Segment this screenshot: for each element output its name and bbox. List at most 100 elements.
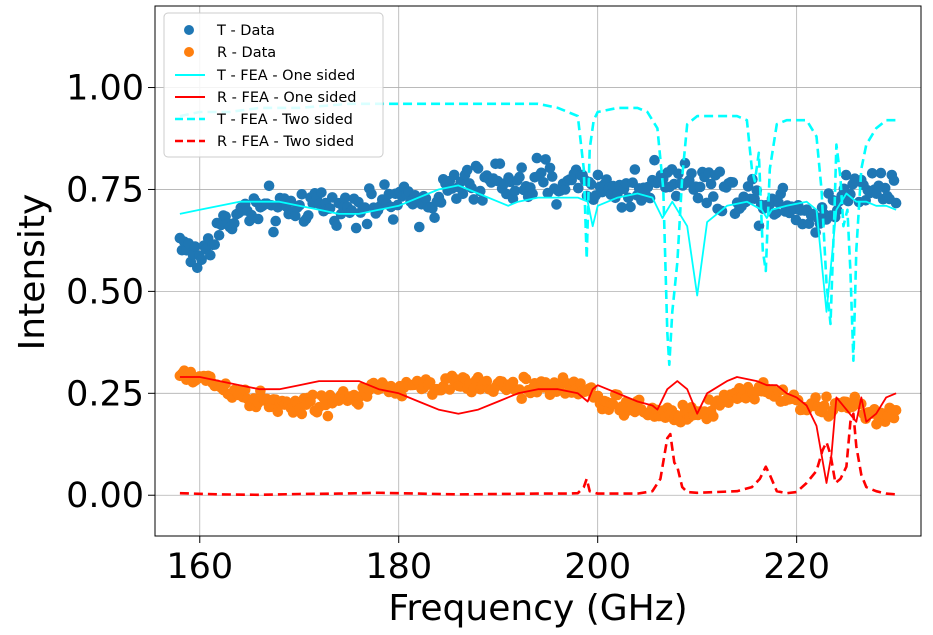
series-t-data — [174, 152, 902, 274]
y-tick-label: 0.50 — [66, 272, 144, 312]
data-point — [229, 217, 240, 229]
x-tick-label: 160 — [166, 547, 233, 587]
legend-label-r-fea-one-sided: R - FEA - One sided — [217, 90, 356, 106]
data-point — [252, 213, 264, 225]
series-r-fea-two-sided-line — [179, 412, 897, 497]
data-point — [727, 177, 739, 188]
data-point — [296, 408, 308, 420]
data-point — [520, 373, 532, 385]
legend-label-t-fea-two-sided: T - FEA - Two sided — [216, 112, 353, 128]
data-point — [481, 375, 493, 387]
data-point — [670, 190, 682, 202]
data-point — [189, 241, 201, 252]
data-point — [213, 230, 225, 241]
data-point — [708, 191, 719, 202]
x-tick-label: 220 — [763, 547, 830, 587]
data-point — [890, 405, 902, 416]
data-point — [303, 210, 314, 221]
data-point — [692, 192, 704, 204]
data-point — [819, 400, 830, 412]
data-point — [810, 392, 821, 403]
data-point — [366, 188, 377, 200]
data-point — [322, 410, 334, 422]
data-point — [890, 197, 902, 209]
data-point — [457, 188, 469, 200]
data-point — [845, 188, 856, 200]
series-r-fea-one-sided-line — [179, 376, 897, 484]
data-point — [888, 175, 900, 186]
data-point — [705, 178, 717, 190]
data-point — [551, 199, 562, 210]
plot-frame — [154, 5, 922, 537]
data-point — [573, 182, 584, 194]
data-point — [527, 188, 538, 200]
data-point — [290, 210, 301, 222]
series-t-fea-two-sided-line — [179, 102, 897, 367]
data-point — [803, 218, 815, 229]
data-point — [531, 152, 543, 164]
data-point — [536, 167, 547, 179]
data-point — [771, 207, 782, 219]
data-point — [350, 222, 362, 234]
data-point — [468, 194, 480, 205]
data-point — [686, 168, 697, 179]
data-point — [821, 391, 832, 403]
series-t-fea-one-sided-line — [179, 184, 897, 313]
data-point — [387, 214, 399, 225]
data-point — [461, 164, 473, 176]
data-point — [540, 154, 551, 165]
data-point — [196, 254, 207, 266]
y-tick-label: 0.75 — [66, 170, 144, 210]
data-point — [714, 166, 726, 178]
data-point — [494, 158, 506, 169]
legend-label-r-fea-two-sided: R - FEA - Two sided — [217, 134, 354, 150]
data-point — [879, 182, 891, 194]
data-point — [392, 199, 403, 211]
data-point — [429, 212, 440, 223]
data-point — [601, 174, 612, 185]
x-tick-label: 180 — [365, 547, 432, 587]
data-point — [749, 394, 760, 405]
data-point — [514, 171, 525, 183]
x-tick-label: 200 — [564, 547, 631, 587]
legend-label-t-fea-one-sided: T - FEA - One sided — [216, 68, 355, 84]
data-point — [444, 384, 456, 395]
data-point — [472, 163, 484, 174]
data-point — [875, 167, 887, 179]
data-point — [448, 169, 460, 181]
data-point — [516, 393, 527, 405]
data-point — [331, 220, 342, 231]
data-point — [307, 389, 319, 401]
data-point — [192, 262, 203, 274]
data-point — [296, 189, 308, 200]
legend-marker-t-data — [184, 25, 194, 35]
y-axis-label: Intensity — [12, 194, 53, 351]
data-point — [209, 239, 220, 250]
y-tick-label: 0.25 — [66, 374, 144, 414]
axis-ticks: 160 180 200 220 0.00 0.25 0.50 0.75 1.00 — [66, 69, 830, 587]
data-point — [749, 193, 760, 204]
data-point — [559, 184, 571, 195]
data-point — [205, 249, 216, 261]
data-point — [723, 397, 734, 409]
legend-marker-r-data — [184, 47, 194, 57]
data-point — [708, 411, 719, 422]
data-point — [866, 168, 878, 179]
data-point — [673, 168, 684, 180]
x-axis-label: Frequency (GHz) — [388, 588, 687, 629]
legend: T - Data R - Data T - FEA - One sided R … — [163, 12, 384, 158]
legend-label-t-data: T - Data — [216, 23, 275, 39]
data-point — [516, 162, 527, 173]
data-point — [263, 180, 275, 192]
data-point — [629, 164, 641, 175]
legend-box — [163, 12, 384, 158]
data-point — [586, 382, 597, 393]
data-point — [435, 197, 447, 208]
data-point — [592, 169, 604, 181]
data-point — [509, 185, 521, 197]
data-point — [379, 179, 390, 190]
data-point — [359, 202, 371, 213]
y-tick-label: 1.00 — [66, 69, 144, 109]
data-point — [477, 195, 488, 206]
